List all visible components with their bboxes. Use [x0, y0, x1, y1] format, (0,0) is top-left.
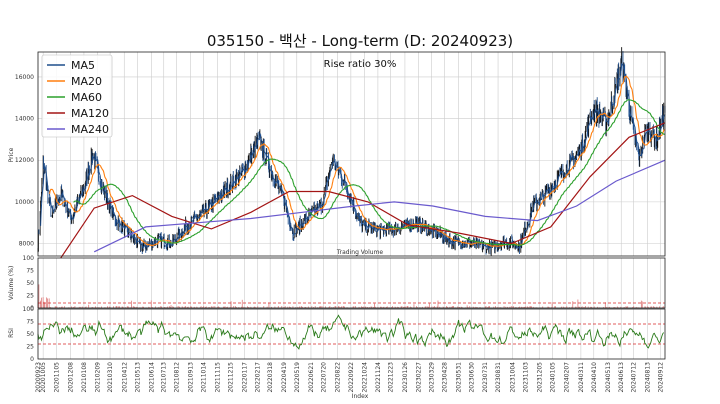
x-tick-label: 20240912	[657, 362, 664, 393]
volume-tick-label: 100	[23, 255, 35, 262]
chart-title: 035150 - 백산 - Long-term (D: 20240923)	[207, 32, 513, 50]
x-tick-label: 20211014	[201, 362, 208, 393]
x-tick-label: 20231205	[536, 362, 543, 393]
rsi-axis-label: RSI	[8, 328, 15, 338]
legend-entry: MA20	[71, 75, 102, 88]
x-tick-label: 20220822	[335, 362, 342, 393]
price-panel: 8000 10000 12000 14000 16000	[15, 47, 666, 359]
price-tick-label: 10000	[15, 199, 34, 206]
x-tick-label: 20230227	[416, 362, 423, 393]
x-tick-label: 20210412	[121, 362, 128, 393]
x-tick-label: 20210209	[95, 362, 102, 393]
volume-tick-label: 75	[26, 268, 34, 275]
x-tick-label: 20220117	[241, 362, 248, 393]
x-tick-label: 20221223	[387, 362, 394, 393]
x-tick-label: 20230731	[482, 362, 489, 393]
rsi-tick-label: 100	[23, 306, 35, 313]
x-tick-label: 20230428	[441, 362, 448, 393]
x-tick-label: 20221124	[375, 362, 382, 393]
legend-entry: MA120	[71, 107, 109, 120]
price-tick-label: 16000	[15, 74, 34, 81]
x-tick-label: 20201005	[40, 362, 47, 393]
x-tick-label: 20220419	[281, 362, 288, 393]
x-tick-label: 20240311	[578, 362, 585, 393]
x-tick-label: 20210713	[161, 362, 168, 393]
x-tick-label: 20220217	[255, 362, 262, 393]
rsi-tick-label: 0	[30, 356, 34, 363]
x-tick-label: 20220519	[294, 362, 301, 393]
x-tick-label: 20240105	[550, 362, 557, 393]
x-tick-label: 20230126	[402, 362, 409, 393]
x-tick-label: 20240513	[605, 362, 612, 393]
volume-tick-label: 0	[30, 305, 34, 312]
x-tick-label: 20210108	[81, 362, 88, 393]
volume-tick-label: 50	[26, 280, 34, 287]
rsi-tick-label: 25	[26, 344, 34, 351]
x-tick-label: 20240712	[631, 362, 638, 393]
x-tick-label: 20210614	[148, 362, 155, 393]
volume-axis-label: Volume (%)	[8, 266, 15, 301]
x-tick-label: 20220720	[320, 362, 327, 393]
volume-panel: 0 25 50 75 100	[23, 255, 666, 312]
volume-frame	[37, 257, 666, 309]
x-tick-label: 20231103	[523, 362, 530, 393]
volume-panel-title: Trading Volume	[336, 249, 384, 256]
price-tick-label: 14000	[15, 116, 34, 123]
ma60-line	[73, 99, 665, 246]
rsi-line	[37, 314, 665, 350]
x-tick-label: 20200923	[35, 362, 42, 393]
x-tick-label: 20230531	[456, 362, 463, 393]
x-axis-label: Index	[352, 393, 369, 400]
x-tick-label: 20211115	[214, 362, 221, 393]
legend-entry: MA5	[71, 59, 95, 72]
x-tick-label: 20201208	[68, 362, 75, 393]
price-tick-label: 8000	[19, 241, 34, 248]
x-tick-label: 20201105	[53, 362, 60, 393]
x-tick-label: 20211215	[227, 362, 234, 393]
legend: MA5 MA20 MA60 MA120 MA240	[41, 54, 113, 138]
x-tick-label: 20230831	[495, 362, 502, 393]
x-tick-label: 20240613	[618, 362, 625, 393]
legend-entry: MA60	[71, 91, 102, 104]
x-tick-label: 20220922	[348, 362, 355, 393]
x-tick-label: 20210310	[107, 362, 114, 393]
x-tick-label: 20240813	[644, 362, 651, 393]
price-tick-label: 12000	[15, 157, 34, 164]
x-tick-label: 20240410	[591, 362, 598, 393]
x-tick-label: 20210812	[174, 362, 181, 393]
ma20-line	[49, 75, 666, 247]
ma5-line	[40, 62, 666, 251]
ma240-line	[93, 159, 666, 253]
price-frame	[37, 51, 666, 257]
x-tick-label: 20231004	[510, 362, 517, 393]
rsi-tick-label: 50	[26, 331, 34, 338]
rise-ratio-annotation: Rise ratio 30%	[324, 59, 397, 70]
ma120-line	[60, 122, 666, 259]
x-tick-label: 20230630	[468, 362, 475, 393]
rsi-panel: 0 25 50 75 100	[23, 306, 666, 363]
price-axis-label: Price	[8, 147, 15, 162]
x-tick-label: 20240207	[564, 362, 571, 393]
rsi-tick-label: 75	[26, 319, 34, 326]
legend-entry: MA240	[71, 123, 109, 136]
legend-box	[41, 54, 113, 138]
x-tick-label: 20210513	[135, 362, 142, 393]
volume-tick-label: 25	[26, 293, 34, 300]
x-tick-label: 20220621	[308, 362, 315, 393]
x-tick-label: 20230329	[429, 362, 436, 393]
x-tick-label: 20221024	[362, 362, 369, 393]
x-tick-label: 20220318	[267, 362, 274, 393]
rsi-frame	[37, 308, 666, 360]
x-tick-label: 20210913	[187, 362, 194, 393]
